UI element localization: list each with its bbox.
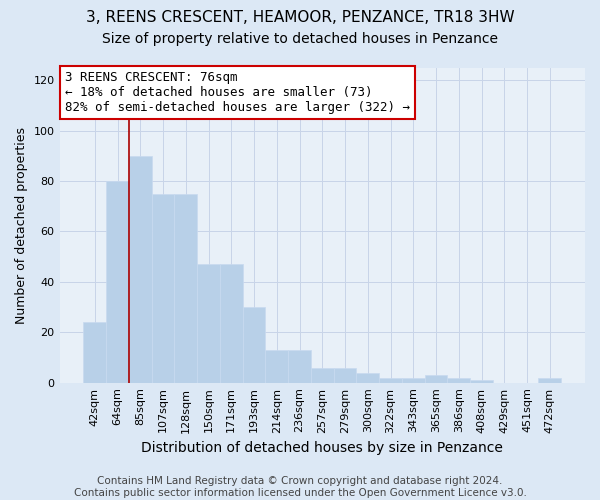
Bar <box>334 368 356 382</box>
Bar <box>106 181 129 382</box>
Bar <box>175 194 197 382</box>
Text: Size of property relative to detached houses in Penzance: Size of property relative to detached ho… <box>102 32 498 46</box>
Bar <box>448 378 470 382</box>
Bar <box>379 378 402 382</box>
Bar <box>242 307 265 382</box>
Bar <box>220 264 242 382</box>
Text: Contains HM Land Registry data © Crown copyright and database right 2024.
Contai: Contains HM Land Registry data © Crown c… <box>74 476 526 498</box>
Bar <box>402 378 425 382</box>
Text: 3 REENS CRESCENT: 76sqm
← 18% of detached houses are smaller (73)
82% of semi-de: 3 REENS CRESCENT: 76sqm ← 18% of detache… <box>65 70 410 114</box>
Bar <box>356 372 379 382</box>
Text: 3, REENS CRESCENT, HEAMOOR, PENZANCE, TR18 3HW: 3, REENS CRESCENT, HEAMOOR, PENZANCE, TR… <box>86 10 514 25</box>
Bar <box>129 156 152 382</box>
Bar <box>311 368 334 382</box>
X-axis label: Distribution of detached houses by size in Penzance: Distribution of detached houses by size … <box>142 441 503 455</box>
Bar <box>425 375 448 382</box>
Y-axis label: Number of detached properties: Number of detached properties <box>15 126 28 324</box>
Bar <box>265 350 288 382</box>
Bar <box>288 350 311 382</box>
Bar <box>470 380 493 382</box>
Bar <box>152 194 175 382</box>
Bar <box>538 378 561 382</box>
Bar <box>83 322 106 382</box>
Bar <box>197 264 220 382</box>
